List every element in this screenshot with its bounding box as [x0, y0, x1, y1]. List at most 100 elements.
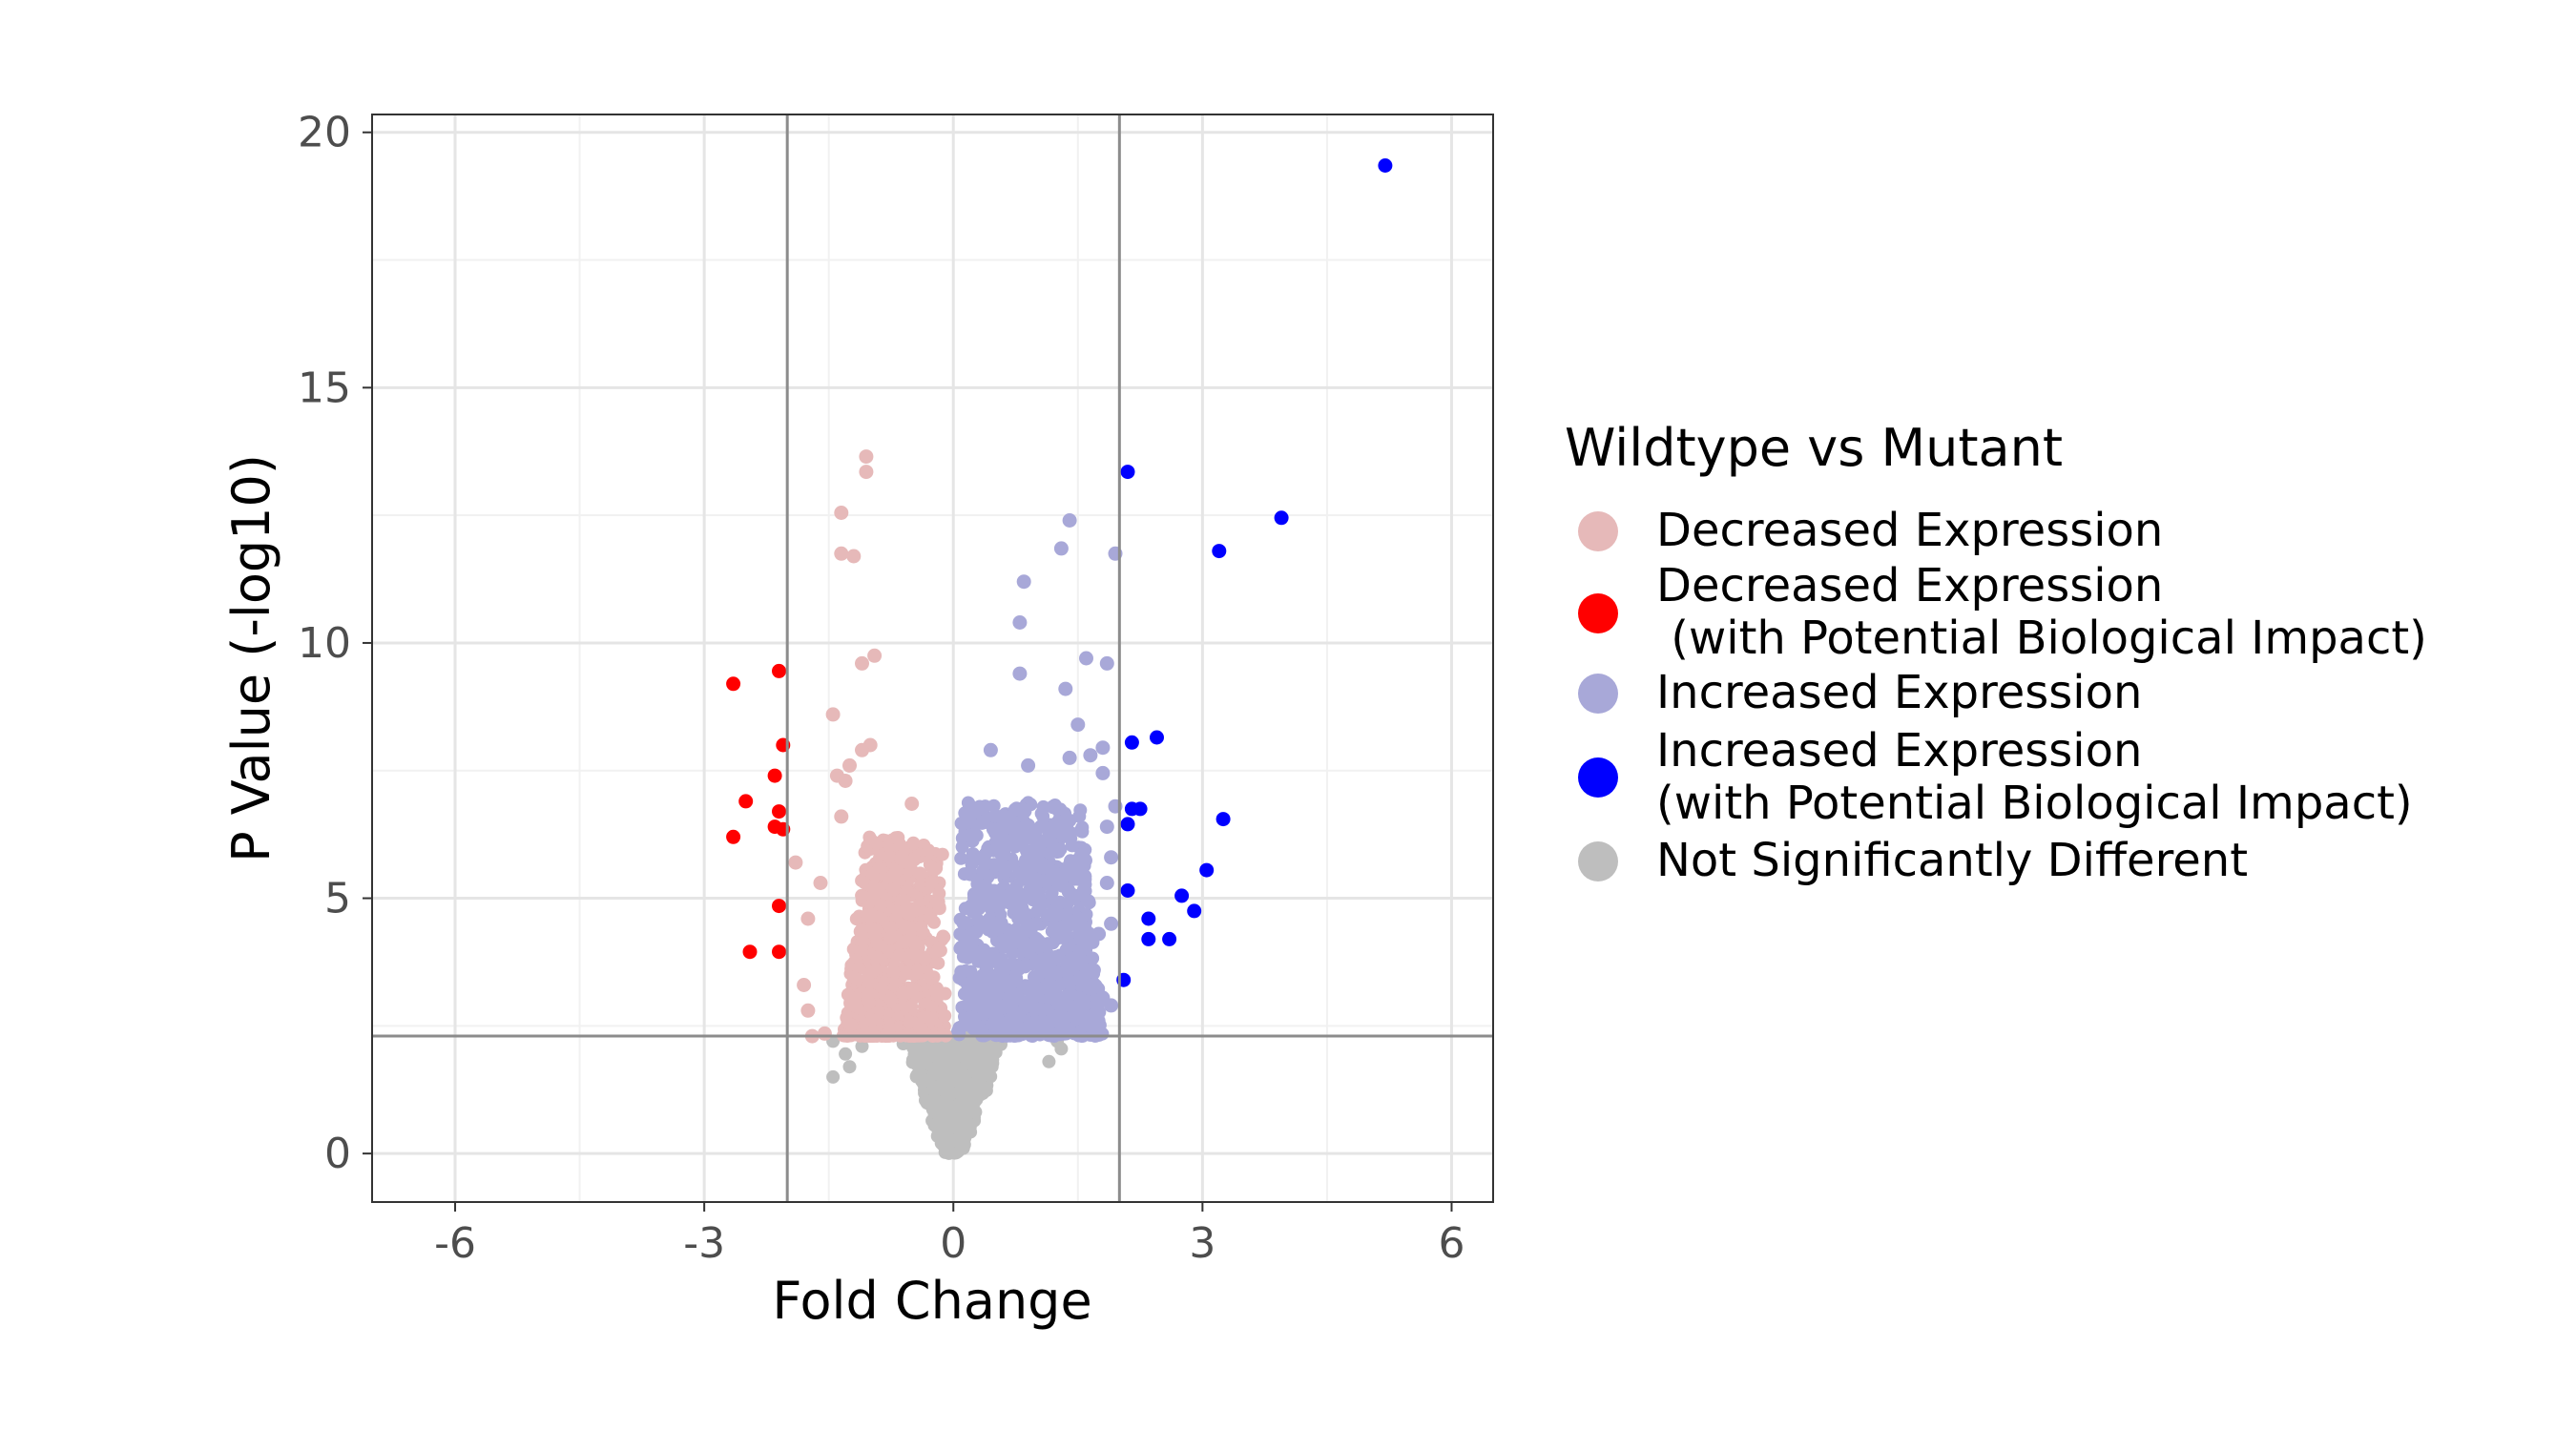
point-decreased	[852, 1001, 866, 1015]
plot-panel-border	[371, 114, 1494, 1203]
point-increased-expression-highlighted	[1099, 819, 1114, 835]
point-not-significant	[937, 1064, 951, 1078]
point-increased	[977, 1007, 991, 1021]
point-increased-expression-highlighted	[1079, 651, 1093, 666]
point-not-significant	[942, 1120, 955, 1134]
point-increased	[1040, 845, 1054, 860]
point-increased	[976, 863, 990, 878]
point-increased	[979, 960, 993, 974]
x-tick-label: 0	[940, 1219, 966, 1268]
point-increased	[1082, 896, 1096, 910]
point-increased-expression-with-potential-biological-impact	[1141, 911, 1156, 926]
point-increased	[1049, 932, 1064, 946]
x-tick-label: -3	[683, 1219, 725, 1268]
point-increased	[968, 827, 983, 841]
legend-item-label: Decreased Expression	[1656, 559, 2163, 612]
point-increased-expression-with-potential-biological-impact	[1124, 735, 1139, 750]
point-decreased-expression-highlighted	[825, 707, 841, 722]
point-decreased-expression-with-potential-biological-impact	[726, 829, 741, 844]
point-decreased	[906, 836, 921, 850]
point-decreased	[882, 850, 896, 864]
point-decreased	[922, 843, 936, 858]
point-increased	[978, 982, 991, 995]
x-tick-label: -6	[434, 1219, 476, 1268]
point-decreased	[870, 950, 884, 964]
point-decreased	[865, 866, 880, 881]
point-decreased-expression-highlighted	[800, 1003, 816, 1018]
point-decreased	[938, 1008, 952, 1023]
legend-key-swatch	[1578, 674, 1618, 714]
point-increased	[1004, 984, 1018, 998]
point-decreased-expression-with-potential-biological-impact	[767, 768, 782, 783]
point-increased-expression-highlighted	[1099, 876, 1114, 890]
legend-item-label: Increased Expression	[1656, 666, 2142, 719]
point-decreased	[927, 915, 941, 929]
point-increased-expression-with-potential-biological-impact	[1162, 931, 1177, 946]
point-decreased	[888, 864, 903, 879]
point-increased	[1025, 888, 1039, 902]
point-decreased-expression-with-potential-biological-impact	[726, 676, 741, 692]
point-increased	[990, 822, 1004, 836]
point-increased	[960, 947, 974, 962]
point-increased	[1046, 799, 1060, 814]
point-increased	[1052, 895, 1067, 909]
point-not-significant	[907, 1047, 922, 1062]
y-axis-ticks: 0 5 10 15 20	[298, 109, 372, 1178]
point-increased	[1007, 858, 1021, 871]
point-decreased	[892, 850, 906, 864]
point-increased-expression-with-potential-biological-impact	[1120, 817, 1135, 832]
point-decreased-expression-highlighted	[834, 506, 849, 520]
point-decreased	[869, 837, 883, 851]
point-decreased	[910, 966, 924, 980]
legend-key-swatch	[1578, 593, 1618, 633]
point-increased	[1078, 884, 1092, 898]
point-increased-expression-highlighted	[1074, 942, 1090, 957]
point-decreased	[924, 875, 939, 889]
point-decreased	[932, 902, 946, 916]
point-not-significant	[967, 1060, 982, 1074]
point-decreased	[924, 1000, 939, 1014]
point-decreased	[856, 933, 870, 947]
point-decreased	[844, 1018, 858, 1032]
point-increased	[1012, 821, 1027, 836]
point-decreased-expression-with-potential-biological-impact	[742, 944, 758, 960]
point-increased-expression-highlighted	[1091, 926, 1107, 942]
point-decreased	[866, 881, 881, 896]
point-decreased	[882, 944, 896, 959]
point-decreased	[860, 908, 874, 923]
point-increased	[1020, 844, 1033, 858]
point-decreased	[883, 992, 898, 1006]
y-tick-label: 5	[324, 875, 351, 923]
point-not-significant	[910, 1068, 924, 1082]
point-decreased	[862, 996, 877, 1010]
point-increased	[1071, 973, 1086, 987]
point-increased	[1008, 896, 1023, 910]
point-not-significant	[954, 1129, 968, 1143]
point-decreased	[854, 923, 868, 937]
point-increased	[1027, 984, 1041, 998]
point-increased	[980, 898, 994, 912]
point-decreased	[932, 886, 946, 901]
point-increased	[1036, 809, 1050, 823]
point-decreased-expression-highlighted	[813, 876, 828, 890]
point-decreased	[907, 853, 922, 866]
point-decreased	[883, 931, 898, 945]
point-increased-expression-with-potential-biological-impact	[1212, 544, 1227, 559]
point-not-significant	[855, 1039, 869, 1053]
point-decreased-expression-highlighted	[817, 1026, 832, 1041]
point-decreased-expression-highlighted	[867, 648, 883, 663]
point-increased	[1053, 823, 1068, 838]
point-increased-expression-with-potential-biological-impact	[1274, 510, 1289, 526]
point-decreased	[897, 893, 911, 907]
point-decreased-expression-highlighted	[859, 449, 874, 465]
point-increased-expression-highlighted	[1016, 574, 1031, 590]
point-decreased	[897, 935, 911, 949]
legend: Wildtype vs Mutant Decreased ExpressionD…	[1565, 418, 2427, 887]
point-increased-expression-highlighted	[1012, 666, 1028, 681]
point-decreased-expression-highlighted	[846, 549, 862, 564]
point-decreased	[935, 847, 949, 861]
point-increased-expression-with-potential-biological-impact	[1141, 931, 1156, 946]
point-increased	[954, 851, 968, 865]
point-increased	[977, 970, 991, 985]
point-increased	[1038, 979, 1052, 993]
